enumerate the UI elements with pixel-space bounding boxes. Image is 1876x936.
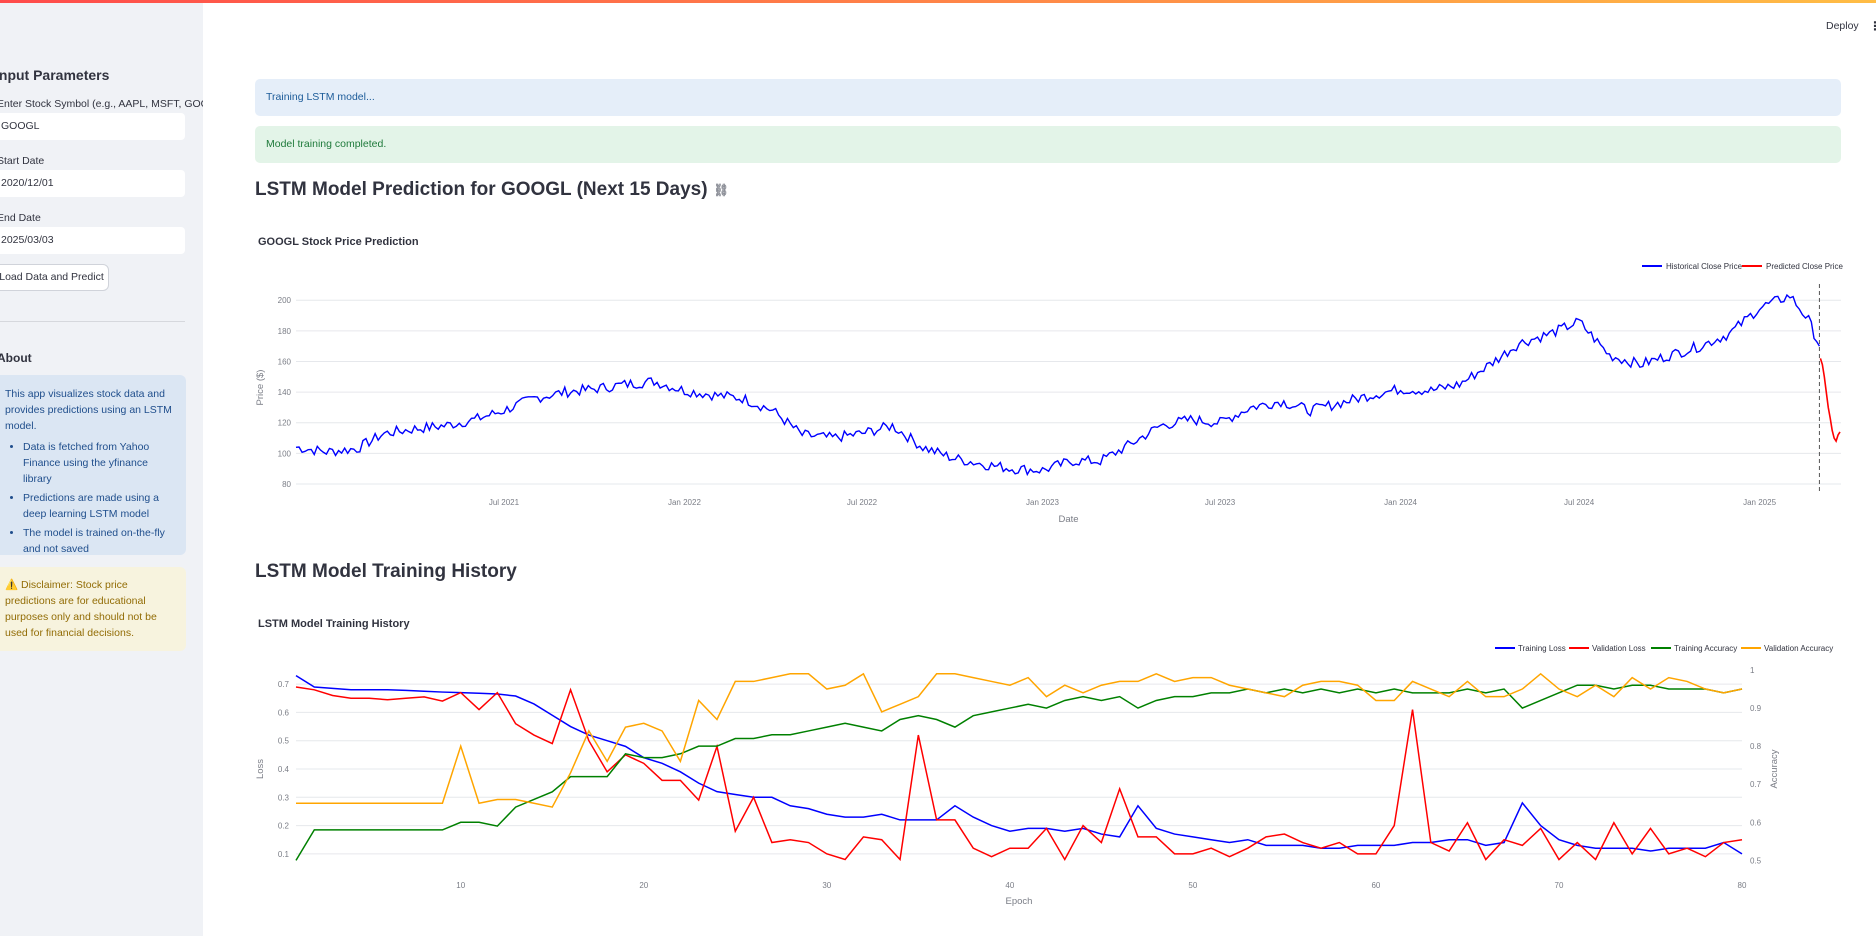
- y2-tick-label: 0.8: [1750, 742, 1762, 751]
- load-data-button[interactable]: Load Data and Predict: [0, 264, 109, 291]
- y-tick-label: 80: [282, 480, 291, 489]
- y-tick-label: 0.5: [278, 737, 290, 746]
- x-tick-label: 30: [822, 881, 831, 890]
- x-tick-label: 80: [1738, 881, 1747, 890]
- x-tick-label: 60: [1371, 881, 1380, 890]
- symbol-input[interactable]: GOOGL: [0, 113, 185, 140]
- validation-accuracy-line: [296, 672, 1743, 808]
- x-tick-label: 20: [639, 881, 648, 890]
- x-tick-label: Jul 2021: [489, 498, 520, 507]
- history-heading: LSTM Model Training History: [255, 561, 517, 582]
- y2-axis-label: Accuracy: [1769, 749, 1780, 788]
- about-info-box: This app visualizes stock data and provi…: [0, 375, 186, 555]
- y2-tick-label: 0.5: [1750, 856, 1762, 865]
- x-tick-label: Jan 2025: [1743, 498, 1776, 507]
- y-tick-label: 100: [278, 449, 292, 458]
- sidebar: Input Parameters Enter Stock Symbol (e.g…: [0, 3, 203, 936]
- legend-label: Historical Close Price: [1666, 262, 1743, 271]
- history-chart-title: LSTM Model Training History: [258, 618, 410, 630]
- deploy-button[interactable]: Deploy: [1826, 20, 1859, 32]
- y-tick-label: 0.4: [278, 765, 290, 774]
- end-date-input[interactable]: 2025/03/03: [0, 227, 185, 254]
- sidebar-title: Input Parameters: [0, 67, 110, 83]
- price-chart-title: GOOGL Stock Price Prediction: [258, 236, 419, 248]
- legend-label: Training Loss: [1518, 644, 1566, 653]
- predicted-price-line: [1819, 358, 1841, 443]
- sidebar-divider: [0, 321, 185, 322]
- x-tick-label: Jul 2022: [847, 498, 878, 507]
- end-date-label: End Date: [0, 212, 41, 224]
- x-tick-label: 70: [1555, 881, 1564, 890]
- y-tick-label: 120: [278, 419, 292, 428]
- y-axis-label: Price ($): [255, 370, 266, 406]
- x-axis-label: Date: [1058, 514, 1078, 525]
- y-tick-label: 0.2: [278, 822, 290, 831]
- y-tick-label: 180: [278, 327, 292, 336]
- y-tick-label: 0.3: [278, 793, 290, 802]
- y2-tick-label: 0.7: [1750, 780, 1762, 789]
- about-list-item: Predictions are made using a deep learni…: [23, 490, 174, 522]
- about-title: About: [0, 351, 32, 365]
- x-tick-label: 50: [1188, 881, 1197, 890]
- legend-label: Validation Accuracy: [1764, 644, 1833, 653]
- training-loss-line: [295, 675, 1743, 855]
- prediction-heading-text: LSTM Model Prediction for GOOGL (Next 15…: [255, 179, 708, 200]
- y-axis-label: Loss: [255, 759, 266, 779]
- training-success-alert: Model training completed.: [255, 126, 1841, 163]
- y2-tick-label: 1: [1750, 666, 1755, 675]
- training-info-alert: Training LSTM model...: [255, 79, 1841, 116]
- start-date-label: Start Date: [0, 155, 45, 167]
- validation-loss-line: [295, 686, 1743, 862]
- x-axis-label: Epoch: [1006, 896, 1033, 907]
- vertical-dots-icon[interactable]: ⋮: [1869, 19, 1876, 33]
- about-list-item: The model is trained on-the-fly and not …: [23, 525, 174, 557]
- y-tick-label: 200: [278, 296, 292, 305]
- y2-tick-label: 0.9: [1750, 704, 1762, 713]
- symbol-label: Enter Stock Symbol (e.g., AAPL, MSFT, GO…: [0, 98, 203, 110]
- historical-price-line: [295, 293, 1821, 477]
- link-icon[interactable]: ⛓: [713, 182, 729, 197]
- about-list-item: Data is fetched from Yahoo Finance using…: [23, 439, 174, 487]
- top-decoration-bar: [0, 0, 1876, 3]
- x-tick-label: Jul 2023: [1205, 498, 1236, 507]
- training-accuracy-line: [295, 684, 1743, 861]
- y-tick-label: 140: [278, 388, 292, 397]
- x-tick-label: Jan 2023: [1026, 498, 1059, 507]
- y-tick-label: 0.6: [278, 708, 290, 717]
- y-tick-label: 0.7: [278, 680, 290, 689]
- legend-label: Validation Loss: [1592, 644, 1646, 653]
- x-tick-label: Jan 2024: [1384, 498, 1417, 507]
- x-tick-label: 40: [1005, 881, 1014, 890]
- x-tick-label: 10: [456, 881, 465, 890]
- legend-label: Training Accuracy: [1674, 644, 1737, 653]
- x-tick-label: Jan 2022: [668, 498, 701, 507]
- about-list: Data is fetched from Yahoo Finance using…: [5, 439, 174, 557]
- y-tick-label: 0.1: [278, 850, 290, 859]
- prediction-heading: LSTM Model Prediction for GOOGL (Next 15…: [255, 179, 729, 201]
- start-date-input[interactable]: 2020/12/01: [0, 170, 185, 197]
- y-tick-label: 160: [278, 357, 292, 366]
- y2-tick-label: 0.6: [1750, 818, 1762, 827]
- about-text: This app visualizes stock data and provi…: [5, 388, 172, 432]
- disclaimer-box: ⚠️ Disclaimer: Stock price predictions a…: [0, 567, 186, 651]
- x-tick-label: Jul 2024: [1564, 498, 1595, 507]
- legend-label: Predicted Close Price: [1766, 262, 1843, 271]
